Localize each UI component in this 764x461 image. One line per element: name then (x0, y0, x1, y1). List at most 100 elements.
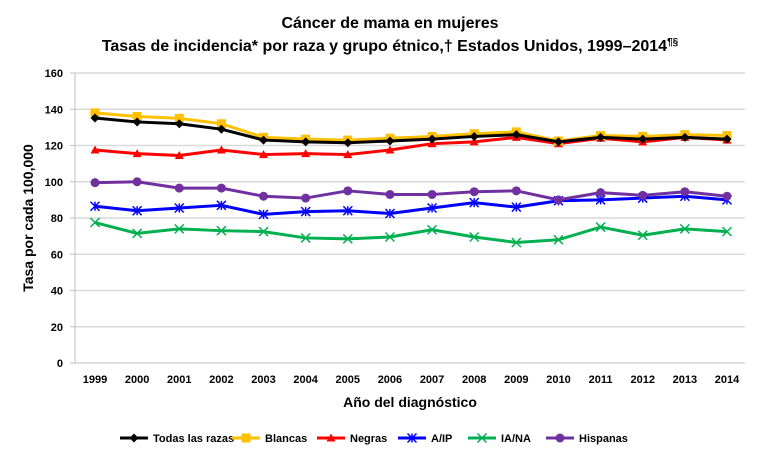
legend-label: Negras (350, 433, 387, 445)
marker-diamond (129, 433, 139, 443)
marker-x (553, 234, 564, 245)
marker-circle (596, 188, 606, 198)
subtitle-text: Tasas de incidencia* por raza y grupo ét… (102, 38, 667, 55)
marker-asterisk (89, 201, 101, 212)
x-tick-label: 2007 (420, 374, 444, 386)
series-line (94, 135, 728, 157)
marker-x (384, 232, 395, 243)
marker-diamond (722, 134, 732, 144)
legend-item: Todas las razas (120, 433, 234, 445)
marker-circle (132, 177, 142, 187)
marker-circle (680, 187, 690, 197)
marker-circle (259, 191, 269, 201)
marker-x (258, 226, 269, 237)
y-tick-label: 160 (45, 68, 63, 80)
marker-asterisk (342, 205, 353, 216)
subtitle-superscript: ¶§ (667, 37, 679, 48)
marker-asterisk (406, 432, 418, 444)
series-todas-las-razas (90, 113, 732, 148)
legend-label: IA/NA (501, 433, 531, 445)
chart-subtitle: Tasas de incidencia* por raza y grupo ét… (102, 37, 679, 55)
legend-item: Hispanas (546, 433, 628, 445)
x-tick-label: 2013 (673, 374, 697, 386)
marker-diamond (638, 134, 648, 144)
series-hispanas (90, 177, 732, 205)
legend-item: A/IP (398, 432, 452, 445)
legend-label: Hispanas (579, 433, 628, 445)
legend-label: Todas las razas (153, 433, 234, 445)
y-tick-label: 80 (51, 213, 63, 225)
marker-triangle (216, 145, 226, 154)
marker-circle (722, 191, 732, 201)
series-line (94, 111, 728, 143)
marker-asterisk (511, 202, 522, 213)
series-line (94, 194, 728, 216)
marker-circle (469, 187, 479, 197)
marker-asterisk (132, 205, 143, 216)
series-line (94, 180, 728, 202)
marker-x (427, 224, 438, 235)
marker-triangle (301, 149, 311, 158)
marker-diamond (259, 135, 269, 145)
legend-item: Negras (317, 433, 387, 445)
marker-diamond (174, 119, 184, 129)
marker-diamond (132, 117, 142, 127)
chart-title: Cáncer de mama en mujeres (282, 15, 499, 32)
x-tick-label: 2006 (378, 374, 402, 386)
legend-label: Blancas (265, 433, 307, 445)
x-tick-label: 2009 (504, 374, 528, 386)
marker-circle (343, 186, 353, 196)
marker-x (469, 232, 480, 243)
marker-triangle (174, 150, 184, 159)
x-tick-label: 2004 (293, 374, 318, 386)
legend-item: Blancas (232, 433, 307, 445)
marker-diamond (553, 137, 563, 147)
y-tick-label: 140 (45, 104, 63, 116)
marker-square (216, 119, 226, 129)
y-tick-label: 120 (45, 141, 63, 153)
marker-diamond (216, 124, 226, 134)
marker-triangle (259, 150, 269, 159)
marker-circle (385, 189, 395, 199)
marker-square (132, 112, 142, 121)
x-tick-label: 2005 (336, 374, 360, 386)
marker-circle (174, 183, 184, 193)
marker-circle (90, 178, 100, 188)
marker-square (241, 433, 251, 443)
marker-x (132, 228, 143, 239)
marker-diamond (385, 136, 395, 146)
marker-x (476, 432, 488, 444)
marker-x (89, 217, 101, 228)
y-tick-label: 0 (57, 358, 63, 370)
marker-triangle (90, 145, 100, 154)
marker-circle (427, 189, 437, 199)
marker-diamond (90, 113, 100, 123)
series-line (94, 221, 728, 244)
marker-x (342, 233, 353, 244)
marker-x (721, 226, 733, 237)
series-line (94, 116, 728, 145)
marker-diamond (301, 137, 311, 147)
marker-circle (301, 193, 311, 203)
marker-asterisk (216, 200, 227, 211)
marker-triangle (343, 150, 353, 159)
marker-asterisk (469, 197, 480, 208)
marker-circle (511, 186, 521, 196)
marker-circle (638, 190, 648, 200)
x-tick-label: 2014 (715, 374, 740, 386)
marker-triangle (385, 145, 395, 154)
x-tick-label: 2002 (209, 374, 233, 386)
x-tick-label: 2011 (589, 374, 613, 386)
marker-square (90, 108, 100, 118)
marker-triangle (326, 433, 336, 442)
x-tick-label: 2012 (630, 374, 654, 386)
marker-square (174, 113, 184, 123)
marker-x (511, 237, 522, 248)
marker-diamond (343, 138, 353, 148)
marker-asterisk (427, 203, 438, 214)
marker-x (216, 225, 227, 236)
marker-diamond (469, 131, 479, 141)
marker-triangle (469, 137, 479, 146)
marker-diamond (596, 132, 606, 142)
